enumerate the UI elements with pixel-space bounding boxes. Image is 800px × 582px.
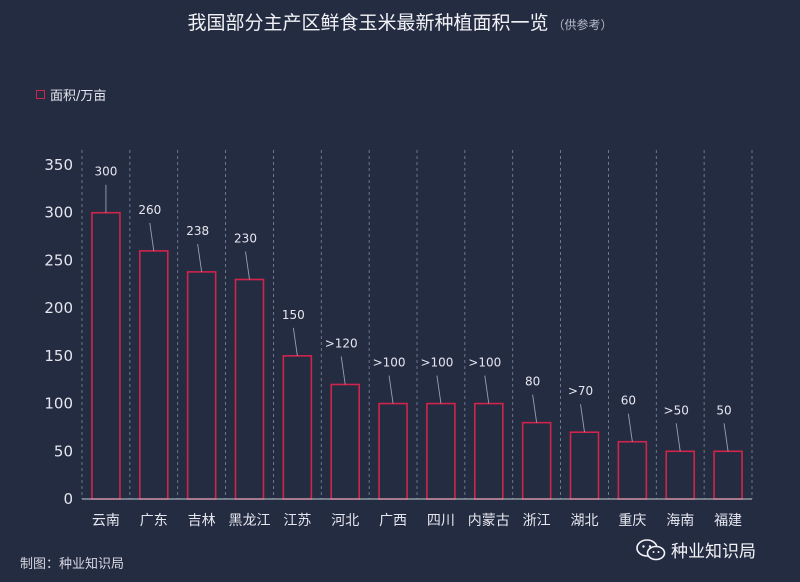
chart-title-note: （供参考） (552, 18, 613, 32)
data-label: >100 (420, 356, 453, 370)
x-tick-label: 四川 (427, 513, 455, 529)
y-tick-label: 50 (54, 442, 73, 460)
x-tick-label: 浙江 (523, 513, 551, 529)
bar (91, 211, 121, 500)
x-tick-label: 广东 (140, 513, 168, 529)
x-tick-label: 内蒙古 (468, 513, 510, 529)
bar (665, 450, 696, 500)
data-label: 230 (234, 232, 257, 246)
leader-line (532, 394, 538, 423)
watermark: 种业知识局 (636, 537, 756, 562)
data-label: >100 (468, 356, 501, 370)
data-label: 238 (186, 224, 209, 238)
y-tick-label: 250 (44, 251, 73, 269)
leader-line (388, 375, 394, 404)
x-tick-label: 云南 (92, 513, 120, 529)
bar (521, 421, 552, 500)
data-label: >120 (325, 336, 358, 350)
leader-line (484, 375, 490, 404)
leader-line (340, 356, 346, 385)
bar (569, 431, 600, 500)
data-label: 50 (716, 403, 731, 417)
y-tick-label: 100 (44, 395, 73, 413)
wechat-icon (636, 538, 666, 560)
leader-line (580, 404, 585, 433)
leader-line (723, 423, 729, 452)
x-tick-label: 吉林 (188, 513, 216, 529)
bar (330, 383, 361, 500)
chart-title-block: 我国部分主产区鲜食玉米最新种植面积一览 （供参考） (0, 8, 800, 35)
data-label: 60 (621, 394, 636, 408)
x-tick-label: 重庆 (618, 513, 646, 529)
x-tick-label: 江苏 (283, 513, 311, 529)
chart-title: 我国部分主产区鲜食玉米最新种植面积一览 (187, 12, 549, 34)
y-tick-label: 350 (44, 156, 73, 174)
leader-line (292, 327, 298, 356)
bar (617, 440, 648, 500)
leader-line (149, 222, 155, 251)
x-tick-label: 福建 (714, 513, 742, 529)
credit-text: 制图：种业知识局 (20, 557, 125, 572)
bar (473, 402, 504, 500)
data-label: >50 (664, 403, 689, 417)
y-tick-label: 0 (63, 490, 73, 508)
x-tick-label: 海南 (666, 513, 694, 529)
data-label: 80 (525, 375, 540, 389)
y-tick-label: 150 (44, 347, 73, 365)
bar (426, 402, 456, 500)
x-tick-label: 广西 (379, 513, 407, 529)
data-label: 150 (282, 308, 305, 322)
x-tick-label: 黑龙江 (229, 513, 271, 529)
data-label: >100 (373, 356, 406, 370)
leader-line (245, 251, 250, 280)
data-label: 300 (94, 165, 117, 179)
data-label: >70 (568, 384, 593, 398)
legend-label: 面积/万亩 (50, 89, 107, 104)
leader-line (675, 423, 681, 452)
y-tick-label: 200 (44, 299, 73, 317)
chart-legend: 面积/万亩 (36, 85, 106, 104)
y-tick-label: 300 (44, 204, 73, 222)
bar (138, 250, 169, 500)
bar (186, 271, 217, 500)
bar (234, 278, 265, 500)
bar (713, 450, 743, 500)
watermark-label: 种业知识局 (671, 542, 756, 562)
leader-line (436, 375, 442, 404)
bar (378, 402, 408, 500)
leader-line (197, 243, 203, 272)
x-tick-label: 湖北 (571, 513, 599, 529)
bar (282, 355, 313, 500)
legend-swatch (36, 90, 45, 99)
x-tick-label: 河北 (331, 513, 359, 529)
leader-line (627, 413, 633, 442)
data-label: 260 (138, 203, 161, 217)
